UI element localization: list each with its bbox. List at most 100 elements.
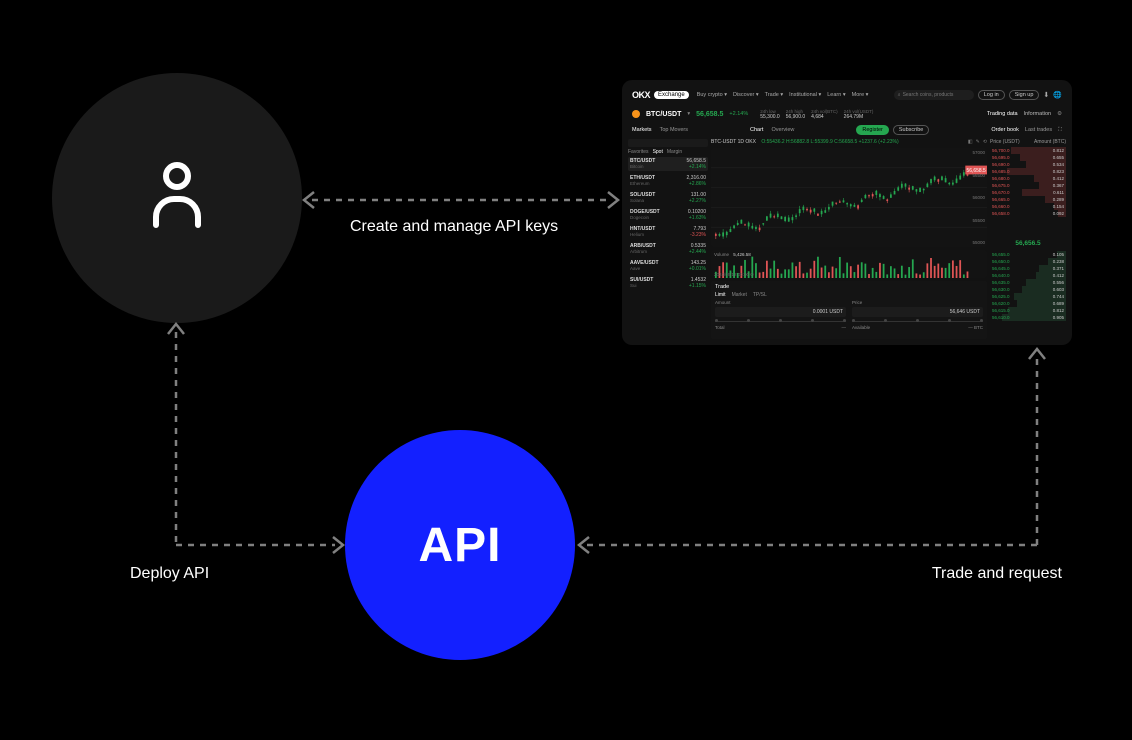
orderbook-row[interactable]: 56,635.00.556: [990, 279, 1066, 286]
orderbook-row[interactable]: 56,695.00.655: [990, 154, 1066, 161]
order-type-market[interactable]: Market: [732, 292, 747, 298]
api-node: API: [345, 430, 575, 660]
market-row[interactable]: SUI/USDTSui1.4532+1.15%: [628, 276, 708, 290]
market-list-panel: Favorites Spot Margin BTC/USDTBitcoin56,…: [628, 139, 708, 339]
ytick: 56500: [972, 173, 985, 178]
total-label: Total: [715, 325, 725, 330]
ytick: 57000: [972, 150, 985, 155]
orderbook-row[interactable]: 56,645.00.371: [990, 265, 1066, 272]
tab-orderbook[interactable]: Order book: [991, 127, 1019, 134]
market-row[interactable]: DOGE/USDTDogecoin0.10200+1.63%: [628, 208, 708, 222]
ticker-stat: 24h low55,300.0: [760, 109, 779, 120]
market-row[interactable]: SOL/USDTSolana131.00+2.27%: [628, 191, 708, 205]
price-input[interactable]: 56,646 USDT: [852, 307, 983, 317]
orderbook-row[interactable]: 56,658.00.092: [990, 210, 1066, 217]
subtab-margin[interactable]: Margin: [667, 149, 682, 155]
subscribe-button[interactable]: Subscribe: [893, 125, 929, 135]
orderbook-row[interactable]: 56,665.00.289: [990, 196, 1066, 203]
chart-tool-icon[interactable]: ◧: [968, 139, 973, 145]
search-placeholder: Search coins, products: [903, 92, 954, 98]
orderbook-row[interactable]: 56,700.00.812: [990, 147, 1066, 154]
order-type-tpsl[interactable]: TP/SL: [753, 292, 767, 298]
nav-item[interactable]: Discover ▾: [733, 92, 759, 98]
market-row[interactable]: ETH/USDTEthereum2,316.00+2.86%: [628, 174, 708, 188]
edge-user-api: [160, 320, 360, 560]
amount-input[interactable]: 0.0001 USDT: [715, 307, 846, 317]
orderbook-row[interactable]: 56,655.00.105: [990, 251, 1066, 258]
login-button[interactable]: Log in: [978, 90, 1005, 100]
orderbook-row[interactable]: 56,650.00.238: [990, 258, 1066, 265]
market-row[interactable]: BTC/USDTBitcoin56,658.5+2.14%: [628, 157, 708, 171]
settings-icon[interactable]: ⚙: [1057, 111, 1062, 117]
chart-panel: BTC-USDT 1D OKX O:55436.2 H:56882.8 L:55…: [711, 139, 987, 339]
market-search[interactable]: [628, 139, 708, 147]
orderbook-row[interactable]: 56,660.00.154: [990, 203, 1066, 210]
orderbook-row[interactable]: 56,630.00.603: [990, 286, 1066, 293]
ytick: 55000: [972, 240, 985, 245]
edge-api-platform: [575, 345, 1055, 560]
signup-button[interactable]: Sign up: [1009, 90, 1040, 100]
market-row[interactable]: AAVE/USDTAave143.25+0.01%: [628, 259, 708, 273]
orderbook-row[interactable]: 56,675.00.367: [990, 182, 1066, 189]
tab-overview[interactable]: Overview: [771, 127, 794, 133]
ticker-stat: 24h vol(BTC)4,684: [811, 109, 838, 120]
subtab-spot[interactable]: Spot: [653, 149, 663, 155]
nav-item[interactable]: Trade ▾: [765, 92, 783, 98]
tab-markets[interactable]: Markets: [632, 127, 652, 133]
volume-chart[interactable]: Volume 5,426.58 2024/09/12 00:00 O: [711, 250, 987, 278]
register-button[interactable]: Register: [856, 125, 888, 135]
price-slider[interactable]: [852, 319, 983, 323]
platform-logo: OKX: [632, 90, 650, 100]
total-value: —: [842, 325, 847, 330]
edge-label-user-platform: Create and manage API keys: [350, 218, 558, 236]
globe-icon[interactable]: 🌐: [1053, 91, 1062, 99]
orderbook-row[interactable]: 56,670.00.611: [990, 189, 1066, 196]
orderbook-row[interactable]: 56,640.00.412: [990, 272, 1066, 279]
trade-section-title: Trade: [715, 284, 983, 290]
tab-trading-data[interactable]: Trading data: [987, 111, 1018, 117]
orderbook-row[interactable]: 56,620.00.689: [990, 300, 1066, 307]
orderbook-row[interactable]: 56,610.00.905: [990, 314, 1066, 321]
nav-item[interactable]: Buy crypto ▾: [697, 92, 727, 98]
tab-top-movers[interactable]: Top Movers: [660, 127, 688, 133]
nav-item[interactable]: Learn ▾: [827, 92, 845, 98]
ticker-change: +2.14%: [729, 111, 748, 117]
orderbook-row[interactable]: 56,680.00.412: [990, 175, 1066, 182]
platform-topbar: OKX Exchange Buy crypto ▾ Discover ▾ Trade…: [628, 86, 1066, 104]
download-icon[interactable]: ⬇: [1043, 91, 1049, 99]
volume-value: 5,426.58: [733, 252, 751, 257]
market-row[interactable]: HNT/USDTHelium7.793-3.23%: [628, 225, 708, 239]
tab-chart[interactable]: Chart: [750, 127, 763, 133]
orderbook-row[interactable]: 56,615.00.812: [990, 307, 1066, 314]
orderbook-row[interactable]: 56,625.00.744: [990, 293, 1066, 300]
tab-information[interactable]: Information: [1024, 111, 1052, 117]
edge-user-platform: [300, 190, 622, 210]
platform-mode-pill: Exchange: [654, 91, 689, 99]
nav-item[interactable]: More ▾: [852, 92, 869, 98]
ticker-stat: 24h vol(USDT)264.79M: [844, 109, 874, 120]
price-label: Price: [852, 300, 862, 305]
expand-icon[interactable]: ⛶: [1058, 127, 1062, 134]
amount-label: Amount: [715, 300, 731, 305]
orderbook-row[interactable]: 56,690.00.534: [990, 161, 1066, 168]
tab-last-trades[interactable]: Last trades: [1025, 127, 1052, 134]
chart-tool-icon[interactable]: ⟲: [983, 139, 987, 145]
ob-col-price: Price (USDT): [990, 139, 1020, 145]
ticker-price: 56,658.5: [696, 111, 723, 118]
coin-icon: [632, 110, 640, 118]
chart-pair-line: BTC-USDT 1D OKX: [711, 139, 756, 145]
platform-nav: Buy crypto ▾ Discover ▾ Trade ▾ Institution…: [697, 92, 869, 98]
user-node: [52, 73, 302, 323]
person-icon: [148, 161, 206, 236]
nav-item[interactable]: Institutional ▾: [789, 92, 821, 98]
chevron-down-icon[interactable]: ▾: [687, 111, 690, 117]
order-type-limit[interactable]: Limit: [715, 292, 726, 298]
platform-search[interactable]: ⌕ Search coins, products: [894, 90, 974, 100]
chart-tool-icon[interactable]: ✎: [976, 139, 980, 145]
amount-slider[interactable]: [715, 319, 846, 323]
search-icon: ⌕: [898, 92, 901, 98]
subtab-favorites[interactable]: Favorites: [628, 149, 649, 155]
price-chart[interactable]: 56,658.5 5700056500560005550055000: [711, 148, 987, 247]
market-row[interactable]: ARB/USDTArbitrum0.5335+2.44%: [628, 242, 708, 256]
orderbook-row[interactable]: 56,685.00.823: [990, 168, 1066, 175]
